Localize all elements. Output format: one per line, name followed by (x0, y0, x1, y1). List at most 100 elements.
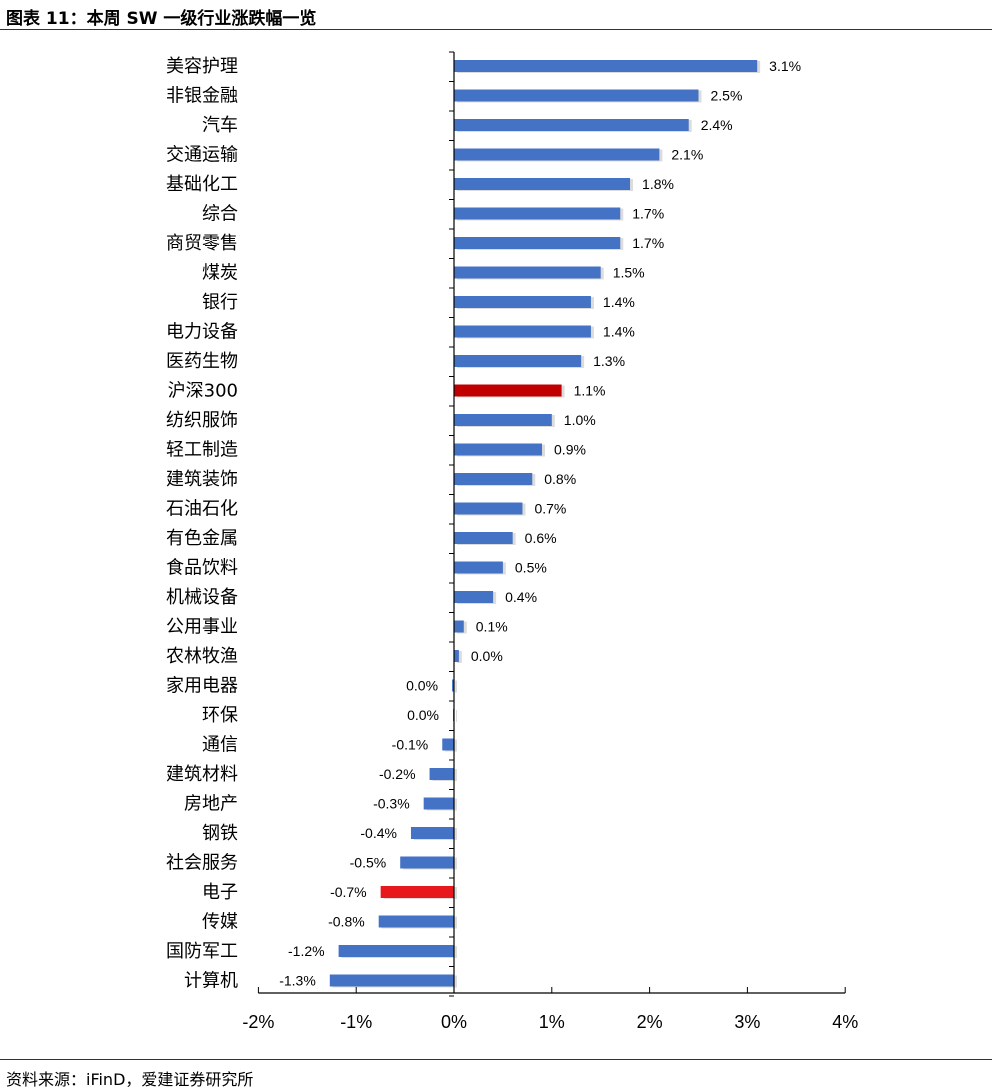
x-tick-label: -2% (242, 1012, 274, 1032)
source-note: 资料来源：iFinD，爱建证券研究所 (6, 1070, 254, 1089)
category-label: 传媒 (202, 912, 238, 933)
category-label: 建筑材料 (166, 764, 238, 785)
category-label: 商贸零售 (166, 233, 238, 254)
data-label: 0.7% (534, 501, 566, 517)
bar (454, 296, 591, 308)
data-label: 1.4% (603, 324, 635, 340)
bar (442, 738, 454, 751)
bar (410, 827, 454, 839)
bar (454, 60, 758, 72)
figure-title: 图表 11：本周 SW 一级行业涨跌幅一览 (6, 9, 317, 29)
data-label: -0.2% (379, 766, 416, 782)
bar (452, 679, 454, 692)
x-tick-label: 0% (441, 1012, 467, 1032)
category-label: 计算机 (184, 971, 238, 992)
x-tick-label: 4% (832, 1012, 858, 1032)
bar (380, 886, 454, 898)
category-label: 非银金融 (166, 86, 238, 107)
category-label: 食品饮料 (166, 558, 238, 579)
bar (454, 325, 591, 338)
category-label: 银行 (202, 292, 238, 313)
category-label: 美容护理 (166, 56, 238, 77)
category-label: 社会服务 (166, 853, 238, 874)
category-label: 纺织服饰 (166, 410, 238, 431)
data-label: 0.6% (525, 530, 557, 546)
bar (454, 148, 660, 161)
bottom-rule (0, 1059, 992, 1060)
bar (454, 207, 621, 220)
bar (454, 532, 513, 544)
category-label: 有色金属 (166, 528, 238, 549)
bar (454, 237, 621, 249)
data-label: 1.0% (564, 412, 596, 428)
bar (454, 650, 459, 662)
bar (454, 355, 582, 367)
data-label: -1.3% (279, 973, 316, 989)
data-label: 1.3% (593, 353, 625, 369)
bar-chart: 美容护理 3.1% 非银金融 2.5% 汽车 2.4% 交通运输 2.1% 基础化工 1.8% 综合… (166, 51, 858, 1032)
bar (454, 89, 699, 102)
bar (454, 591, 494, 603)
bar-shadow (455, 680, 457, 693)
bar (454, 502, 523, 515)
bar (329, 974, 454, 987)
bars-group (329, 60, 761, 988)
bar (454, 119, 689, 131)
data-label: -0.8% (328, 914, 365, 930)
bar (378, 915, 454, 928)
category-label: 农林牧渔 (166, 646, 238, 667)
category-label: 轻工制造 (166, 440, 238, 461)
x-tick-label: -1% (340, 1012, 372, 1032)
data-label: 0.0% (406, 678, 438, 694)
bar-shadow (456, 710, 457, 722)
data-label: 1.8% (642, 176, 674, 192)
category-label: 医药生物 (166, 351, 238, 372)
bar (454, 384, 562, 397)
data-label: 0.9% (554, 442, 586, 458)
bar (454, 178, 631, 190)
data-label: 1.7% (632, 235, 664, 251)
data-label: 2.1% (671, 147, 703, 163)
category-label: 公用事业 (166, 617, 238, 638)
data-label: 3.1% (769, 58, 801, 74)
data-label: -0.3% (373, 796, 410, 812)
bar-shadow (457, 651, 462, 663)
data-label: 1.5% (613, 265, 645, 281)
category-label: 通信 (202, 735, 238, 756)
category-label: 建筑装饰 (166, 469, 238, 490)
bar (400, 856, 454, 869)
axes-group (257, 51, 846, 997)
category-label: 家用电器 (166, 676, 238, 697)
data-label: -1.2% (288, 943, 325, 959)
data-label: -0.5% (350, 855, 387, 871)
bar (338, 945, 454, 957)
data-label: 0.0% (471, 648, 503, 664)
x-tick-label: 2% (637, 1012, 663, 1032)
data-label: 0.4% (505, 589, 537, 605)
data-label: 1.1% (574, 383, 606, 399)
labels-group: 美容护理 3.1% 非银金融 2.5% 汽车 2.4% 交通运输 2.1% 基础化工 1.8% 综合… (166, 56, 858, 1032)
data-label: 0.5% (515, 560, 547, 576)
data-label: -0.1% (392, 737, 429, 753)
data-label: 2.4% (701, 117, 733, 133)
data-label: 0.1% (476, 619, 508, 635)
category-label: 交通运输 (166, 145, 238, 166)
category-label: 基础化工 (166, 174, 238, 195)
data-label: 0.0% (407, 707, 439, 723)
bar (454, 443, 543, 456)
bar (423, 797, 454, 810)
category-label: 钢铁 (202, 823, 238, 844)
x-tick-label: 1% (539, 1012, 565, 1032)
category-label: 电力设备 (166, 322, 238, 343)
category-label: 电子 (202, 882, 238, 903)
bar (454, 620, 464, 633)
category-label: 国防军工 (166, 941, 238, 962)
category-label: 汽车 (202, 115, 238, 136)
bar (454, 266, 601, 279)
data-label: 0.8% (544, 471, 576, 487)
x-tick-label: 3% (734, 1012, 760, 1032)
bar (429, 768, 454, 780)
data-label: 1.7% (632, 206, 664, 222)
bar (454, 561, 503, 574)
bar (454, 473, 533, 485)
